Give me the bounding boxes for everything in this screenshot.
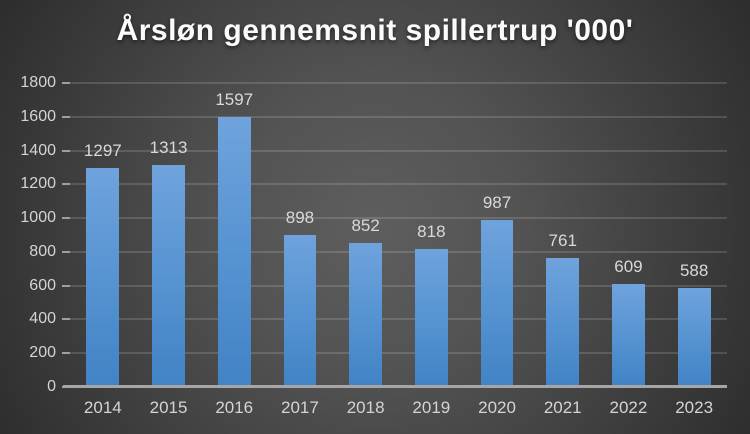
y-tick-label: 800 <box>29 242 56 260</box>
bar <box>152 165 185 387</box>
bar <box>546 258 580 387</box>
y-tick-label: 1600 <box>20 107 56 125</box>
x-axis-label: 2020 <box>478 398 516 417</box>
bar <box>86 167 120 387</box>
bar <box>217 117 251 387</box>
bar-value-label: 852 <box>351 216 380 236</box>
y-tick-mark <box>62 217 70 220</box>
category-slot: 818 2019 <box>399 83 465 417</box>
x-axis-label: 2018 <box>346 398 385 417</box>
category-slot: 588 2023 <box>661 83 727 417</box>
chart-title: Årsløn gennemsnit spillertrup '000' <box>116 14 634 47</box>
category-slot: 987 2020 <box>464 83 530 417</box>
category-slot: 1313 2015 <box>136 83 202 417</box>
bar-value-label: 609 <box>614 257 643 277</box>
gridline <box>70 284 727 287</box>
y-tick-label: 600 <box>29 276 56 294</box>
gridline <box>70 82 727 84</box>
gridline <box>70 352 727 355</box>
y-tick-mark <box>62 183 70 186</box>
y-tick-mark <box>62 318 70 321</box>
category-slot: 1597 2016 <box>201 83 267 417</box>
x-axis-label: 2015 <box>149 398 188 417</box>
plot-area: 0 200 400 600 800 1000 1200 1400 1600 1800 1297 201… <box>20 74 727 417</box>
y-tick-label: 200 <box>29 344 56 362</box>
x-axis-line <box>63 385 727 388</box>
bar <box>349 243 383 387</box>
bar-value-label: 898 <box>285 208 315 228</box>
category-slot: 898 2017 <box>267 83 333 417</box>
y-tick-mark <box>62 82 70 84</box>
y-tick-label: 0 <box>47 378 56 395</box>
y-tick-label: 1200 <box>20 175 56 193</box>
x-axis-label: 2016 <box>215 398 254 417</box>
gridline <box>70 318 727 321</box>
bar <box>480 220 514 387</box>
gridline <box>70 217 727 220</box>
category-slot: 761 2021 <box>530 83 596 417</box>
y-tick-mark <box>62 352 70 355</box>
y-tick-mark <box>62 250 70 253</box>
gridline <box>70 115 727 118</box>
x-axis-label: 2017 <box>281 398 319 417</box>
gridline <box>70 183 727 186</box>
y-tick-label: 400 <box>29 310 56 328</box>
bar-value-label: 818 <box>417 221 446 241</box>
x-axis-label: 2021 <box>543 398 582 417</box>
y-tick-label: 1800 <box>20 74 56 91</box>
gridline <box>70 149 727 152</box>
bar <box>414 248 448 387</box>
bar-value-label: 1597 <box>215 90 254 110</box>
x-axis-label: 2019 <box>412 398 451 417</box>
bar-value-label: 1297 <box>83 140 122 160</box>
bar <box>283 235 317 387</box>
gridline <box>70 250 727 253</box>
bar-value-label: 588 <box>679 260 709 280</box>
bar <box>612 284 645 387</box>
bar-value-label: 987 <box>482 193 512 213</box>
y-tick-label: 1000 <box>20 209 56 227</box>
x-axis-label: 2023 <box>675 398 714 417</box>
category-slot: 1297 2014 <box>70 83 136 417</box>
bar <box>677 287 711 387</box>
bar-value-label: 761 <box>548 231 577 251</box>
bar-value-label: 1313 <box>149 138 188 158</box>
x-axis-label: 2014 <box>83 398 122 417</box>
category-slot: 609 2022 <box>596 83 662 417</box>
x-axis-label: 2022 <box>609 398 648 417</box>
y-tick-mark <box>62 284 70 287</box>
y-tick-mark <box>62 115 70 118</box>
category-slot: 852 2018 <box>333 83 399 417</box>
y-tick-mark <box>62 149 70 152</box>
y-tick-label: 1400 <box>20 141 56 159</box>
